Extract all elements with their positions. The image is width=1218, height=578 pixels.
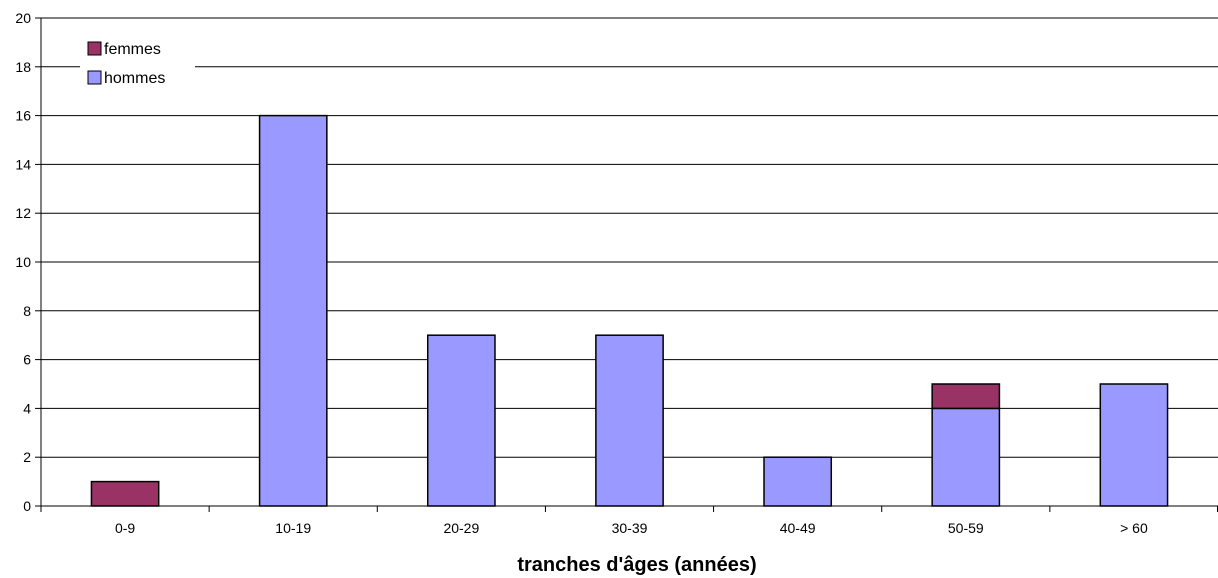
y-tick-label: 0	[23, 498, 31, 514]
axes	[35, 17, 1218, 512]
legend-swatch-femmes	[87, 41, 102, 56]
y-tick-label: 10	[15, 254, 31, 270]
legend-label-femmes: femmes	[104, 41, 161, 58]
legend: femmes hommes	[80, 33, 195, 91]
y-tick-label: 2	[23, 449, 31, 465]
x-tick-label: 30-39	[612, 520, 648, 536]
legend-label-hommes: hommes	[104, 70, 165, 87]
bar-hommes-5059	[931, 407, 1001, 507]
bar-hommes-4049	[763, 456, 833, 507]
x-tick-labels: 0-9 10-19 20-29 30-39 40-49 50-59 > 60	[115, 520, 1148, 536]
x-tick-label: 40-49	[780, 520, 816, 536]
gridlines	[41, 17, 1218, 458]
y-tick-label: 12	[15, 205, 31, 221]
legend-swatch-hommes	[87, 70, 102, 85]
y-tick-label: 8	[23, 303, 31, 319]
bar-hommes-3039	[595, 334, 664, 507]
y-tick-label: 14	[15, 156, 31, 172]
y-tick-label: 6	[23, 352, 31, 368]
x-axis-title: tranches d'âges (années)	[517, 554, 756, 576]
x-tick-label: 10-19	[275, 520, 311, 536]
bar-femmes-5059	[931, 383, 1001, 410]
y-tick-label: 20	[15, 10, 31, 26]
x-tick-label: 50-59	[948, 520, 984, 536]
y-tick-label: 18	[15, 59, 31, 75]
bar-hommes-1019	[258, 114, 328, 507]
bar-hommes-60	[1099, 383, 1169, 507]
bar-femmes-09	[90, 480, 160, 507]
x-tick-label: 20-29	[443, 520, 479, 536]
x-tick-label: 0-9	[115, 520, 135, 536]
y-tick-labels: 0 2 4 6 8 10 12 14 16 18 20	[15, 10, 31, 514]
y-tick-label: 4	[23, 400, 31, 416]
x-tick-label: > 60	[1120, 520, 1148, 536]
bar-hommes-2029	[426, 334, 496, 507]
y-tick-label: 16	[15, 108, 31, 124]
